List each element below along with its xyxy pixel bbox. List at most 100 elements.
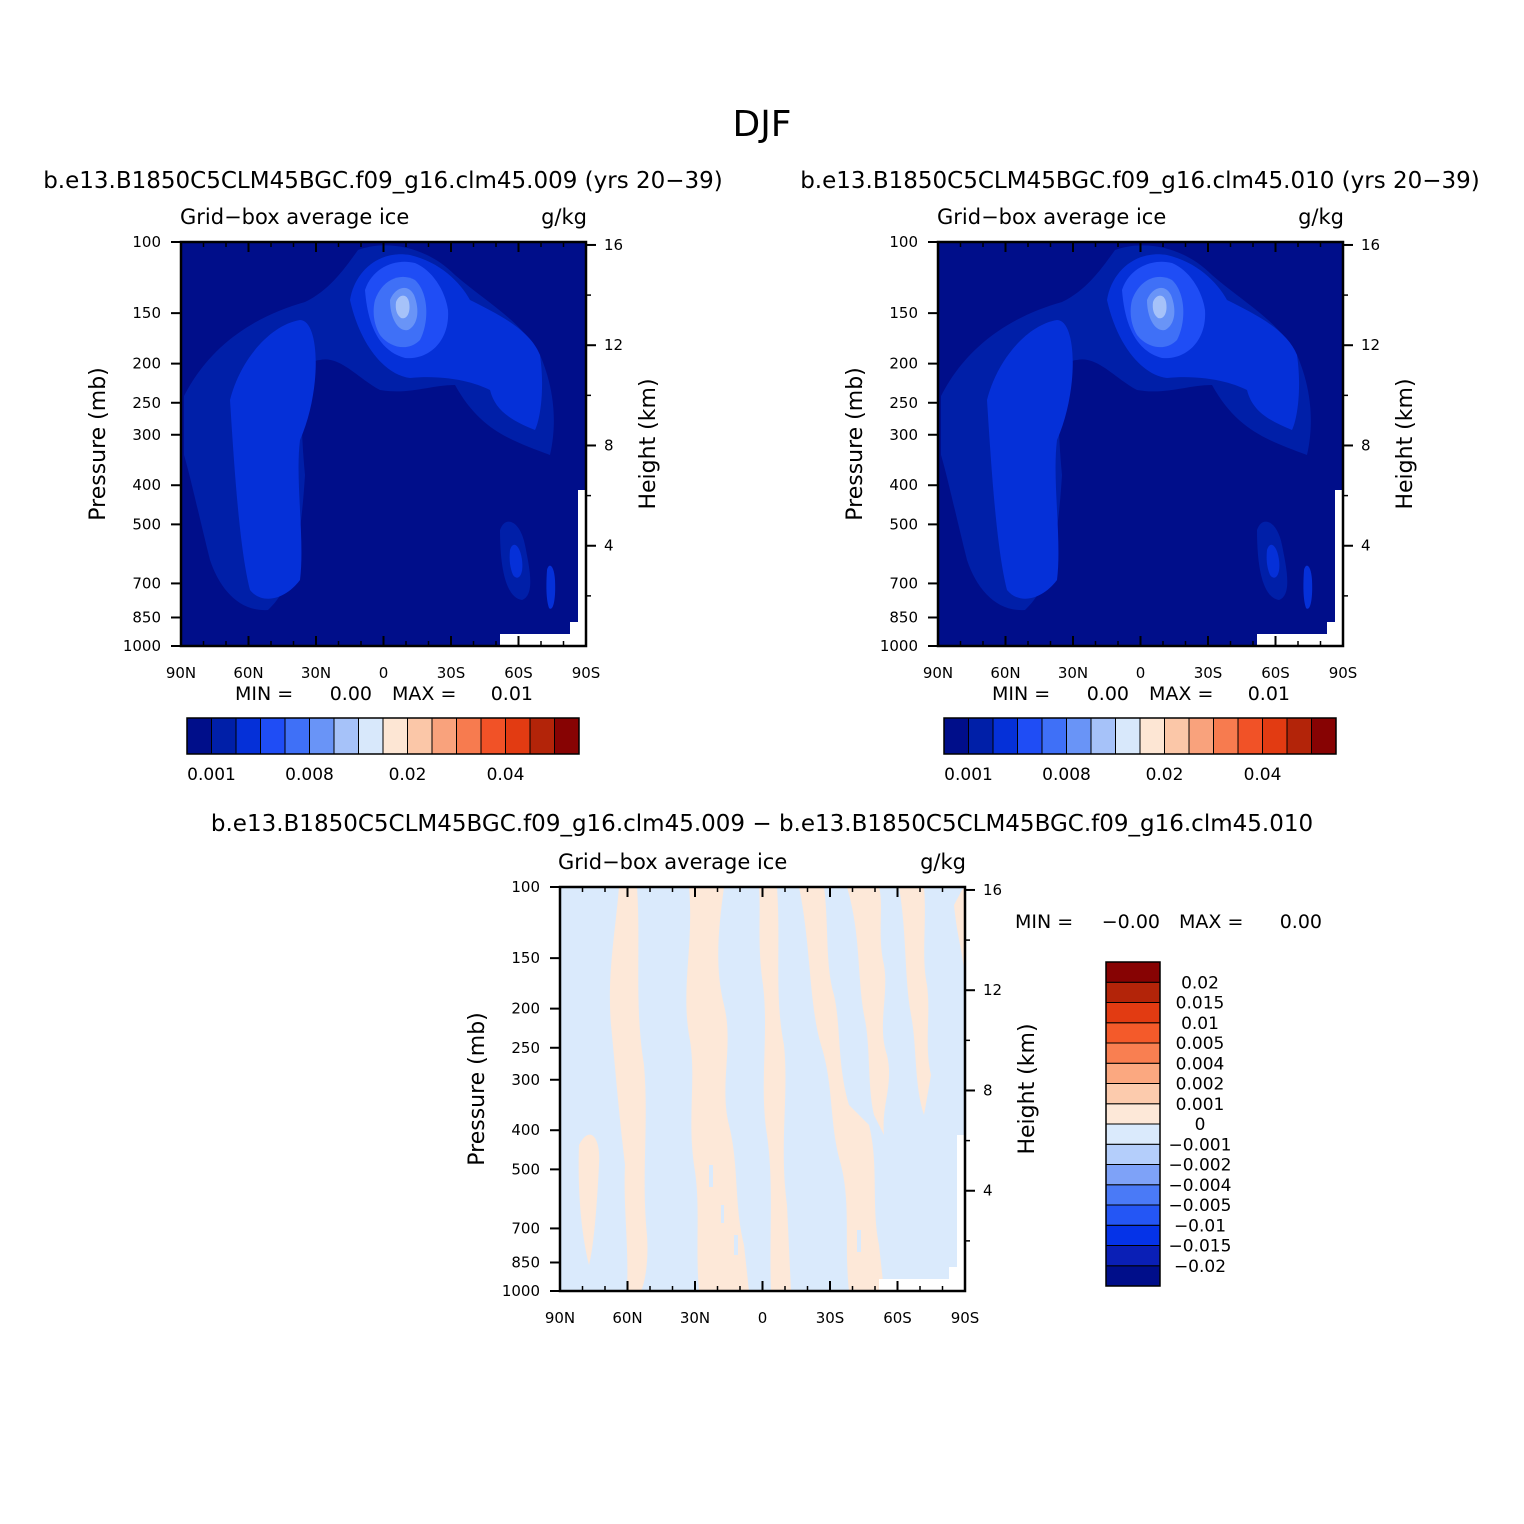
- colorbar-label: 0.005: [1176, 1034, 1225, 1054]
- panel-3-latitude-axis: 90N 60N 30N 0 30S 60S 90S: [545, 887, 979, 1327]
- panel-2-height-axis-title: Height (km): [1393, 378, 1418, 509]
- pressure-tick-label: 300: [889, 426, 918, 444]
- height-tick-label: 4: [1361, 537, 1371, 555]
- colorbar-label: −0.004: [1169, 1176, 1232, 1196]
- panel-1-plot-area: 100 150 200 250 300 400 500 700 850 1000 16 12 8 4 9…: [86, 233, 661, 682]
- colorbar-swatch: [1105, 961, 1161, 983]
- pressure-tick-label: 300: [511, 1071, 540, 1089]
- colorbar-swatch: [1188, 717, 1214, 755]
- panel-2-max-value: 0.01: [1248, 683, 1290, 705]
- pressure-tick-label: 1000: [123, 637, 161, 655]
- pressure-tick-label: 200: [511, 1000, 540, 1018]
- panel-3-units-label: g/kg: [920, 850, 966, 874]
- latitude-tick-label: 90N: [166, 664, 196, 682]
- colorbar-swatch: [235, 717, 261, 755]
- colorbar-label: 0.002: [1176, 1075, 1225, 1095]
- colorbar-swatch: [1105, 1083, 1161, 1105]
- colorbar-swatch: [1105, 981, 1161, 1003]
- latitude-tick-label: 60S: [1261, 664, 1290, 682]
- panel-1-min-value: 0.00: [330, 683, 372, 705]
- colorbar-swatch: [407, 717, 433, 755]
- panel-2-missing-data: [1335, 490, 1343, 622]
- panel-2-max-label: MAX =: [1149, 683, 1213, 705]
- colorbar-frame: [943, 717, 1337, 755]
- colorbar-label: 0: [1195, 1115, 1206, 1135]
- pressure-tick-label: 850: [511, 1253, 540, 1271]
- pressure-tick-label: 400: [511, 1121, 540, 1139]
- pressure-tick-label: 700: [132, 574, 161, 592]
- colorbar-label: 0.02: [389, 765, 427, 785]
- colorbar-label: −0.002: [1169, 1156, 1232, 1176]
- pressure-tick-label: 500: [132, 515, 161, 533]
- latitude-tick-label: 30S: [1194, 664, 1223, 682]
- colorbar-swatch: [431, 717, 457, 755]
- latitude-tick-label: 60N: [612, 1309, 642, 1327]
- colorbar-swatch: [480, 717, 506, 755]
- panel-3-contour-fill: [578, 887, 965, 1291]
- colorbar-swatch: [382, 717, 408, 755]
- colorbar-swatch: [1311, 717, 1337, 755]
- panel-1-title: b.e13.B1850C5CLM45BGC.f09_g16.clm45.009 …: [43, 168, 723, 194]
- latitude-tick-label: 60S: [504, 664, 533, 682]
- height-tick-label: 8: [604, 436, 614, 454]
- colorbar-swatch: [1262, 717, 1288, 755]
- colorbar-swatch: [1164, 717, 1190, 755]
- panel-1-latitude-axis: 90N 60N 30N 0 30S 60S 90S: [166, 242, 600, 682]
- panel-1-height-axis: 16 12 8 4: [586, 236, 623, 597]
- panel-3-height-axis-title: Height (km): [1015, 1023, 1040, 1154]
- height-tick-label: 12: [983, 981, 1002, 999]
- colorbar-swatch: [333, 717, 359, 755]
- latitude-tick-label: 60N: [233, 664, 263, 682]
- panel-2-min-label: MIN =: [992, 683, 1050, 705]
- height-tick-label: 4: [604, 537, 614, 555]
- pressure-tick-label: 100: [889, 233, 918, 251]
- panel-1-contour-fill: [184, 245, 556, 611]
- panel-1-missing-data: [578, 490, 586, 622]
- panel-3-colorbar: 0.020.0150.010.0050.0040.0020.0010−0.001…: [1105, 961, 1232, 1287]
- panel-2-missing-data: [1257, 634, 1327, 646]
- colorbar-label: 0.04: [487, 765, 525, 785]
- colorbar-swatch: [1105, 1204, 1161, 1226]
- latitude-tick-label: 90N: [545, 1309, 575, 1327]
- latitude-tick-label: 90S: [1329, 664, 1358, 682]
- colorbar-label: 0.001: [187, 765, 236, 785]
- panel-3-min-value: −0.00: [1102, 911, 1160, 933]
- colorbar-swatch: [456, 717, 482, 755]
- pressure-tick-label: 400: [889, 476, 918, 494]
- colorbar-swatch: [943, 717, 969, 755]
- colorbar-label: 0.001: [944, 765, 993, 785]
- colorbar-swatch: [211, 717, 237, 755]
- panel-1-min-label: MIN =: [235, 683, 293, 705]
- panel-2-colorbar: 0.001 0.008 0.02 0.04: [943, 717, 1337, 785]
- pressure-tick-label: 850: [889, 608, 918, 626]
- panel-2-variable-label: Grid−box average ice: [937, 205, 1166, 229]
- pressure-tick-label: 250: [132, 394, 161, 412]
- latitude-tick-label: 90N: [923, 664, 953, 682]
- panel-1-pressure-axis: 100 150 200 250 300 400 500 700 850 1000: [123, 233, 181, 655]
- colorbar-swatch: [1105, 1022, 1161, 1044]
- colorbar-swatch: [1105, 1042, 1161, 1064]
- pressure-tick-label: 1000: [502, 1282, 540, 1300]
- panel-3-variable-label: Grid−box average ice: [558, 850, 787, 874]
- panel-1: b.e13.B1850C5CLM45BGC.f09_g16.clm45.009 …: [43, 168, 723, 785]
- colorbar-swatch: [505, 717, 531, 755]
- pressure-tick-label: 150: [132, 304, 161, 322]
- panel-2-latitude-axis: 90N 60N 30N 0 30S 60S 90S: [923, 242, 1357, 682]
- colorbar-swatch: [1105, 1002, 1161, 1024]
- pressure-tick-label: 700: [889, 574, 918, 592]
- panel-3-min-label: MIN =: [1015, 911, 1073, 933]
- colorbar-swatch: [1105, 1123, 1161, 1145]
- latitude-tick-label: 0: [1136, 664, 1146, 682]
- colorbar-swatch: [1139, 717, 1165, 755]
- height-tick-label: 4: [983, 1182, 993, 1200]
- colorbar-swatch: [1105, 1164, 1161, 1186]
- panel-2-pressure-axis: 100 150 200 250 300 400 500 700 850 1000: [880, 233, 938, 655]
- colorbar-label: 0.008: [1042, 765, 1091, 785]
- colorbar-label: 0.001: [1176, 1095, 1225, 1115]
- colorbar-frame: [186, 717, 580, 755]
- colorbar-swatch: [1066, 717, 1092, 755]
- colorbar-label: −0.001: [1169, 1135, 1232, 1155]
- height-tick-label: 12: [604, 336, 623, 354]
- colorbar-swatch: [358, 717, 384, 755]
- colorbar-label: 0.004: [1176, 1054, 1225, 1074]
